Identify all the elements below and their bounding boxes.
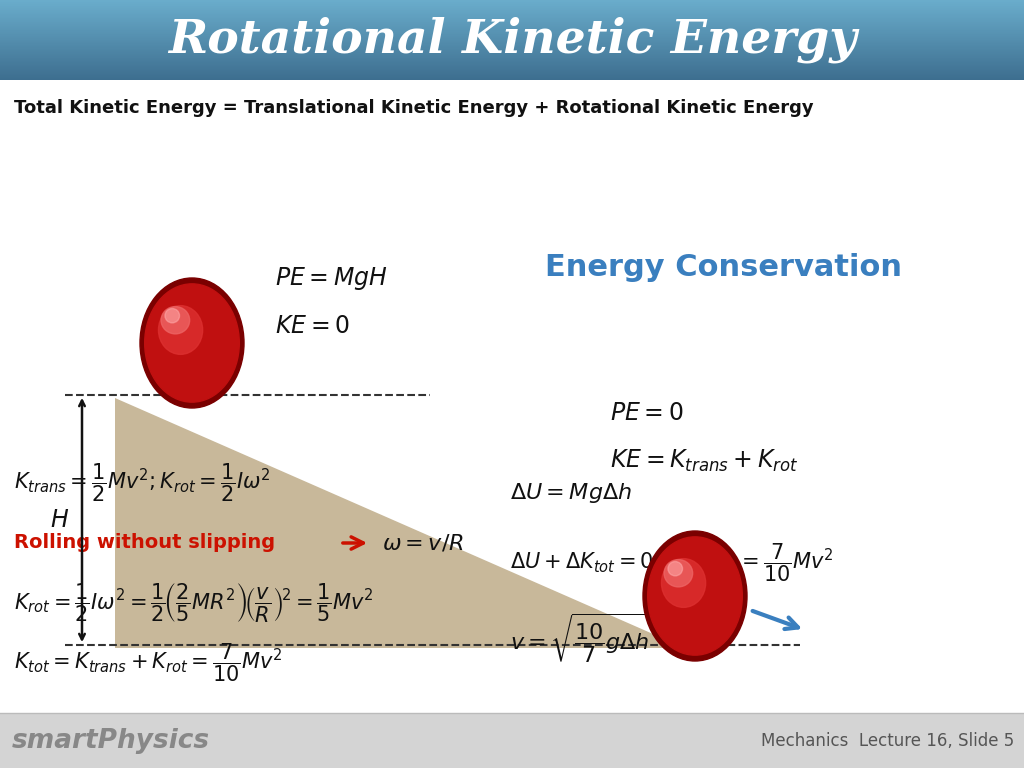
Text: $KE = 0$: $KE = 0$ [275, 314, 350, 338]
Ellipse shape [643, 531, 746, 661]
Text: $PE = 0$: $PE = 0$ [610, 401, 684, 425]
Polygon shape [115, 398, 685, 648]
Ellipse shape [144, 284, 240, 402]
Text: $K_{rot} = \dfrac{1}{2}I\omega^2 = \dfrac{1}{2}\!\left(\dfrac{2}{5}MR^2\right)\!: $K_{rot} = \dfrac{1}{2}I\omega^2 = \dfra… [14, 581, 374, 624]
Text: $PE = MgH$: $PE = MgH$ [275, 264, 388, 292]
Text: Energy Conservation: Energy Conservation [545, 253, 902, 283]
Ellipse shape [662, 558, 706, 607]
Text: $H$: $H$ [50, 508, 70, 532]
Text: $K_{trans} = \dfrac{1}{2}Mv^2 ; K_{rot} = \dfrac{1}{2}I\omega^2$: $K_{trans} = \dfrac{1}{2}Mv^2 ; K_{rot} … [14, 462, 270, 505]
Ellipse shape [664, 560, 692, 587]
Text: $\Delta U = Mg\Delta h$: $\Delta U = Mg\Delta h$ [510, 481, 632, 505]
Ellipse shape [668, 561, 683, 576]
Text: smartPhysics: smartPhysics [12, 727, 210, 753]
Ellipse shape [647, 537, 742, 655]
Ellipse shape [140, 278, 244, 408]
Text: Rolling without slipping: Rolling without slipping [14, 534, 275, 552]
Ellipse shape [161, 306, 189, 334]
Text: $K_{tot} = K_{trans} + K_{rot} = \dfrac{7}{10}Mv^2$: $K_{tot} = K_{trans} + K_{rot} = \dfrac{… [14, 642, 283, 684]
Ellipse shape [165, 309, 179, 323]
Text: $\omega = v / R$: $\omega = v / R$ [382, 532, 464, 554]
Text: Total Kinetic Energy = Translational Kinetic Energy + Rotational Kinetic Energy: Total Kinetic Energy = Translational Kin… [14, 99, 814, 117]
Text: $\Delta U + \Delta K_{tot} = 0 \Rightarrow Mg\Delta h = \dfrac{7}{10}Mv^2$: $\Delta U + \Delta K_{tot} = 0 \Rightarr… [510, 541, 834, 584]
Text: $KE = K_{trans} + K_{rot}$: $KE = K_{trans} + K_{rot}$ [610, 448, 799, 474]
Text: Rotational Kinetic Energy: Rotational Kinetic Energy [168, 17, 856, 63]
Ellipse shape [159, 306, 203, 354]
Text: $v = \sqrt{\dfrac{10}{7}g\Delta h}$: $v = \sqrt{\dfrac{10}{7}g\Delta h}$ [510, 611, 653, 664]
Text: Mechanics  Lecture 16, Slide 5: Mechanics Lecture 16, Slide 5 [761, 731, 1014, 750]
